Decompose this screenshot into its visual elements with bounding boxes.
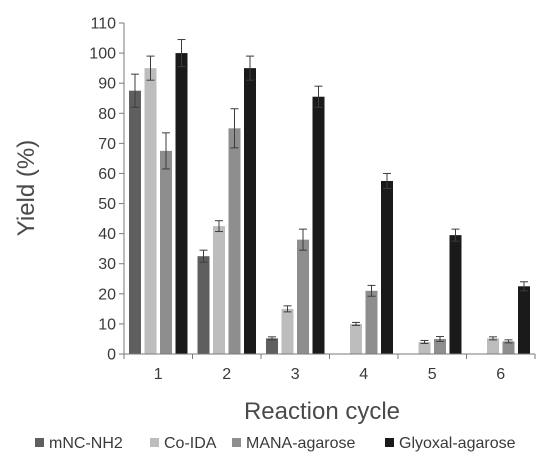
y-tick-label: 80 [98, 106, 116, 123]
error-bar [299, 228, 307, 251]
bar-mana-agarose-cycle-1 [160, 150, 172, 354]
bar-glyoxal-agarose-cycle-5 [449, 235, 462, 354]
error-bar [520, 281, 528, 292]
y-tick-label: 100 [89, 46, 116, 63]
error-bar [489, 336, 497, 341]
bar-mnc-nh2-cycle-3 [266, 338, 278, 354]
error-bar [451, 228, 460, 242]
x-tick-label: 6 [496, 366, 505, 383]
legend-swatch [150, 438, 159, 447]
bar-mana-agarose-cycle-3 [297, 239, 309, 354]
x-tick-label: 5 [428, 366, 437, 383]
bar-glyoxal-agarose-cycle-6 [518, 286, 530, 354]
y-tick-label: 50 [98, 196, 116, 213]
error-bar [383, 172, 391, 189]
y-tick-label: 20 [98, 286, 116, 303]
error-bars [131, 39, 528, 344]
y-tick-label: 110 [90, 16, 116, 33]
bar-mana-agarose-cycle-4 [365, 290, 378, 354]
legend-label: mNC-NH2 [49, 435, 123, 452]
y-axis-title: Yield (%) [13, 140, 40, 236]
error-bar [246, 55, 254, 81]
bar-glyoxal-agarose-cycle-4 [381, 180, 393, 354]
y-tick-label: 10 [98, 316, 116, 333]
legend-label: Co-IDA [164, 435, 217, 452]
x-tick-label: 2 [222, 366, 231, 383]
x-tick-label: 3 [291, 366, 300, 383]
legend-swatch [35, 438, 44, 447]
bar-series [129, 53, 530, 355]
bar-mnc-nh2-cycle-1 [129, 90, 141, 355]
bar-glyoxal-agarose-cycle-1 [175, 53, 188, 354]
y-tick-label: 60 [98, 166, 116, 183]
bar-mnc-nh2-cycle-2 [197, 256, 210, 354]
y-tick-label: 70 [98, 136, 116, 153]
error-bar [146, 55, 155, 81]
y-tick-label: 0 [107, 347, 116, 364]
legend-label: MANA-agarose [246, 435, 355, 452]
error-bar [352, 321, 360, 326]
legend: mNC-NH2 Co-IDA MANA-agarose Glyoxal-agarose [35, 435, 516, 452]
bar-co-ida-cycle-5 [418, 341, 431, 354]
error-bar [314, 85, 323, 108]
bar-glyoxal-agarose-cycle-2 [244, 68, 256, 355]
error-bar [420, 339, 429, 344]
x-axis-title: Reaction cycle [244, 398, 400, 425]
bar-mana-agarose-cycle-6 [502, 341, 515, 354]
x-tick-label: 4 [359, 366, 368, 383]
legend-swatch [385, 438, 394, 447]
bar-co-ida-cycle-3 [281, 308, 294, 354]
bar-co-ida-cycle-4 [350, 323, 362, 354]
error-bar [504, 339, 513, 344]
x-axis-ticks: 1 2 3 4 5 6 [123, 354, 536, 383]
bar-co-ida-cycle-6 [487, 338, 499, 354]
legend-swatch [232, 438, 241, 447]
legend-label: Glyoxal-agarose [399, 435, 516, 452]
error-bar [268, 336, 276, 341]
y-axis-ticks: 0 10 20 30 40 50 60 70 80 90 100 110 [89, 16, 124, 364]
error-bar [230, 108, 239, 149]
bar-co-ida-cycle-2 [213, 226, 225, 354]
error-bar [283, 305, 292, 313]
error-bar [367, 284, 376, 297]
error-bar [215, 220, 223, 233]
y-tick-label: 30 [98, 256, 116, 273]
bar-mana-agarose-cycle-5 [434, 338, 446, 354]
bar-co-ida-cycle-1 [144, 68, 157, 355]
y-tick-label: 90 [98, 76, 116, 93]
bar-glyoxal-agarose-cycle-3 [312, 96, 325, 355]
error-bar [131, 73, 139, 108]
error-bar [436, 336, 444, 342]
error-bar [177, 39, 186, 68]
error-bar [162, 132, 170, 170]
y-tick-label: 40 [98, 226, 116, 243]
bar-mana-agarose-cycle-2 [228, 128, 241, 354]
x-tick-label: 1 [154, 366, 163, 383]
error-bar [199, 249, 208, 263]
